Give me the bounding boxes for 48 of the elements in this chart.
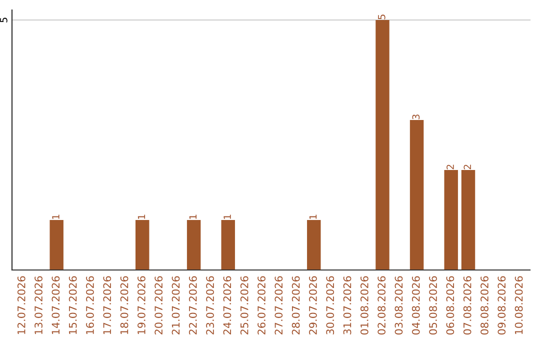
x-tick-label: 05.08.2026 bbox=[429, 276, 437, 335]
data-label: 1 bbox=[309, 214, 317, 219]
data-label: 2 bbox=[464, 164, 471, 170]
x-tick-label: 08.08.2026 bbox=[480, 276, 488, 335]
bar bbox=[461, 170, 476, 270]
x-tick-label: 15.07.2026 bbox=[68, 276, 77, 334]
x-tick-label: 01.08.2026 bbox=[360, 276, 368, 335]
data-label: 1 bbox=[224, 214, 231, 219]
x-tick-label: 16.07.2026 bbox=[86, 276, 94, 334]
x-tick-label: 06.08.2026 bbox=[446, 276, 454, 335]
bar bbox=[376, 20, 390, 270]
data-label: 2 bbox=[446, 164, 454, 170]
x-tick-label: 12.07.2026 bbox=[17, 276, 26, 334]
x-tick-label: 25.07.2026 bbox=[240, 276, 248, 334]
bar bbox=[444, 170, 458, 270]
x-tick-label: 26.07.2026 bbox=[258, 276, 266, 334]
x-tick-label: 10.08.2026 bbox=[514, 276, 523, 334]
x-tick-label: 04.08.2026 bbox=[412, 276, 420, 335]
x-tick-label: 19.07.2026 bbox=[138, 276, 146, 334]
x-tick-label: 18.07.2026 bbox=[120, 276, 128, 334]
x-tick-label: 14.07.2026 bbox=[52, 276, 60, 334]
data-label: 1 bbox=[138, 214, 146, 219]
x-tick-label: 31.07.2026 bbox=[343, 276, 352, 334]
data-label: 3 bbox=[412, 114, 420, 120]
bar bbox=[221, 220, 235, 270]
data-label: 1 bbox=[52, 214, 60, 219]
x-tick-label: 13.07.2026 bbox=[34, 276, 42, 334]
x-tick-label: 21.07.2026 bbox=[172, 276, 180, 334]
x-tick-label: 03.08.2026 bbox=[394, 276, 403, 335]
x-tick-label: 09.08.2026 bbox=[498, 276, 506, 335]
x-tick-label: 22.07.2026 bbox=[188, 276, 197, 334]
bar bbox=[186, 220, 201, 270]
bar bbox=[307, 220, 321, 270]
x-tick-label: 30.07.2026 bbox=[326, 276, 334, 334]
x-tick-label: 28.07.2026 bbox=[292, 276, 300, 334]
bar bbox=[50, 220, 64, 270]
x-tick-label: 23.07.2026 bbox=[206, 276, 214, 334]
data-label: 1 bbox=[189, 214, 196, 219]
x-tick-label: 24.07.2026 bbox=[223, 276, 232, 334]
bar bbox=[410, 120, 424, 270]
x-tick-label: 27.07.2026 bbox=[274, 276, 283, 334]
bar bbox=[135, 220, 150, 270]
x-tick-label: 17.07.2026 bbox=[103, 276, 112, 334]
x-tick-label: 02.08.2026 bbox=[378, 276, 386, 335]
data-label: 5 bbox=[378, 14, 386, 20]
x-tick-label: 20.07.2026 bbox=[154, 276, 163, 334]
x-tick-label: 29.07.2026 bbox=[309, 276, 317, 334]
x-tick-label: 07.08.2026 bbox=[463, 276, 472, 335]
